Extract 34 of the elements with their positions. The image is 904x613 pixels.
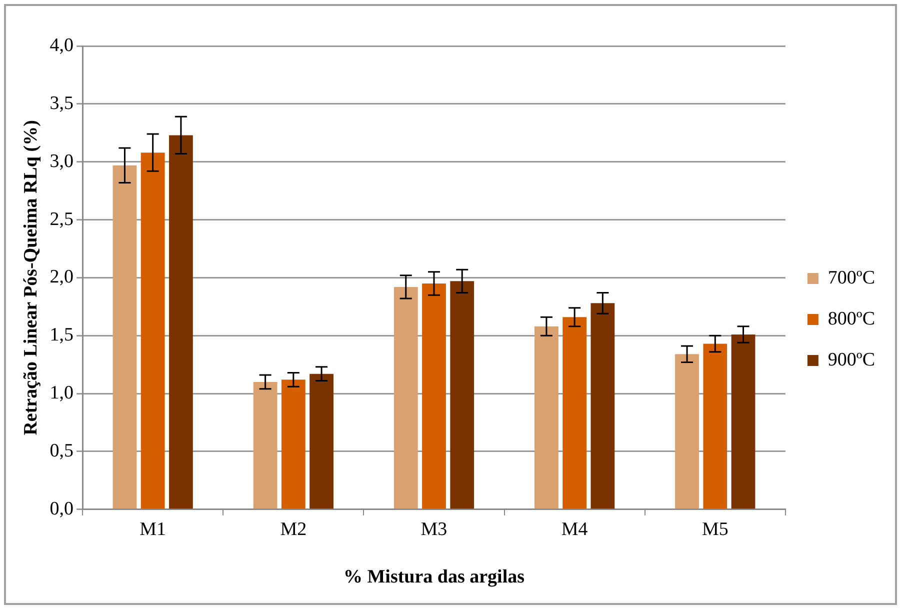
bar bbox=[675, 354, 699, 509]
bar bbox=[590, 303, 615, 509]
y-axis-title: Retração Linear Pós-Queima RLq (%) bbox=[20, 120, 42, 436]
bar bbox=[112, 165, 137, 509]
y-tick-label: 1,5 bbox=[50, 324, 74, 346]
bar bbox=[253, 382, 278, 509]
legend-label: 700ºC bbox=[828, 267, 876, 288]
y-tick-label: 4,0 bbox=[50, 34, 74, 56]
y-tick-label: 3,0 bbox=[50, 150, 74, 172]
x-tick-label: M2 bbox=[280, 518, 307, 540]
bar bbox=[140, 152, 165, 509]
y-tick-label: 0,0 bbox=[50, 498, 74, 520]
legend-label: 800ºC bbox=[828, 308, 876, 330]
bar bbox=[450, 281, 474, 509]
y-tick-label: 1,0 bbox=[50, 382, 74, 404]
x-tick-label: M4 bbox=[561, 518, 588, 540]
legend-label: 900ºC bbox=[828, 349, 876, 370]
bar bbox=[731, 334, 756, 509]
x-tick-label: M1 bbox=[140, 518, 166, 540]
bar bbox=[534, 326, 558, 509]
bar bbox=[562, 317, 587, 509]
x-axis-title: % Mistura das argilas bbox=[343, 566, 525, 588]
bar bbox=[422, 283, 446, 509]
bar bbox=[394, 286, 418, 509]
bar bbox=[310, 374, 334, 509]
x-tick-label: M5 bbox=[702, 518, 728, 540]
bar bbox=[281, 380, 306, 509]
x-tick-label: M3 bbox=[420, 518, 448, 540]
y-tick-label: 0,5 bbox=[50, 440, 74, 462]
y-tick-label: 2,0 bbox=[50, 266, 74, 288]
y-tick-label: 3,5 bbox=[50, 92, 74, 114]
bar bbox=[169, 135, 193, 509]
y-tick-label: 2,5 bbox=[50, 208, 74, 230]
bar bbox=[703, 344, 728, 509]
